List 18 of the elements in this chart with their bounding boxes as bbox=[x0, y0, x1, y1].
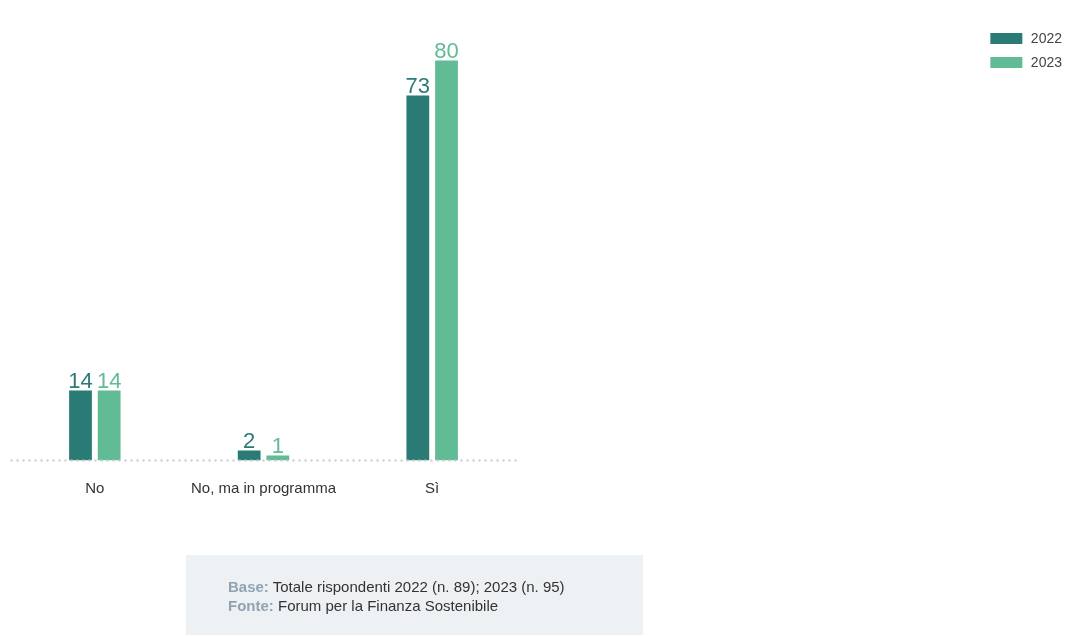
x-tick-label: No, ma in programma bbox=[190, 478, 337, 496]
bar bbox=[237, 450, 261, 461]
data-label: 14 bbox=[96, 367, 122, 393]
data-label: 14 bbox=[68, 367, 93, 393]
bar bbox=[406, 95, 430, 461]
x-tick-label: Sì bbox=[425, 478, 440, 496]
data-label: 2 bbox=[243, 427, 256, 453]
source-note: Fonte: Forum per la Finanza Sostenibile bbox=[228, 597, 499, 614]
bar bbox=[435, 60, 458, 461]
x-tick-label: No bbox=[85, 478, 105, 496]
data-label: 80 bbox=[434, 37, 459, 63]
data-label: 1 bbox=[271, 432, 284, 458]
legend-label: 2022 bbox=[1030, 30, 1062, 46]
text: Base: Totale rispondenti 2022 (n. 89); 2023 (n. 95) bbox=[228, 578, 565, 595]
legend-label: 2023 bbox=[1030, 54, 1062, 70]
data-label: 73 bbox=[405, 72, 431, 98]
bar bbox=[69, 390, 92, 461]
bar bbox=[97, 390, 121, 461]
